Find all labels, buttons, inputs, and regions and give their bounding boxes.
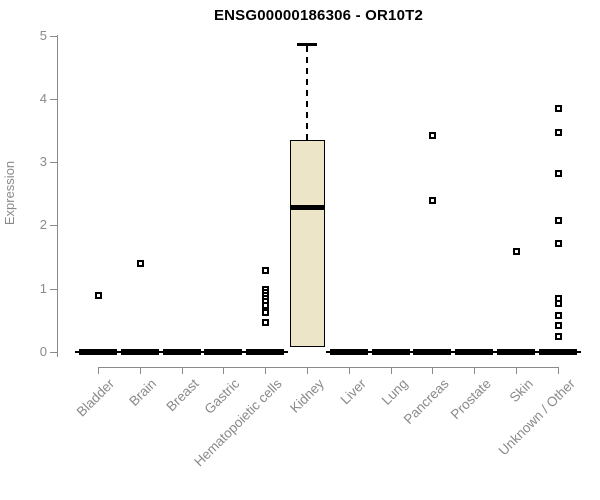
y-tick xyxy=(50,225,57,226)
outlier-point xyxy=(262,267,269,274)
category-label: Kidney xyxy=(286,376,327,416)
boxplot-zero-box xyxy=(121,349,159,355)
outlier-point xyxy=(262,302,269,309)
category-label: Unknown / Other xyxy=(495,376,578,459)
x-tick xyxy=(98,367,99,374)
y-axis-line xyxy=(57,35,58,357)
outlier-point xyxy=(429,132,436,139)
boxplot-whisker xyxy=(306,46,308,140)
y-tick xyxy=(50,162,57,163)
x-tick xyxy=(349,367,350,374)
boxplot-median xyxy=(290,205,325,210)
outlier-point xyxy=(555,129,562,136)
category-label: Breast xyxy=(163,376,202,415)
outlier-point xyxy=(555,105,562,112)
x-tick xyxy=(516,367,517,374)
x-tick xyxy=(223,367,224,374)
boxplot-zero-box xyxy=(330,349,368,355)
outlier-point xyxy=(429,197,436,204)
y-tick xyxy=(50,289,57,290)
category-label: Lung xyxy=(378,376,411,408)
outlier-point xyxy=(262,319,269,326)
x-tick xyxy=(265,367,266,374)
x-tick xyxy=(432,367,433,374)
outlier-point xyxy=(555,322,562,329)
outlier-point xyxy=(555,170,562,177)
x-tick xyxy=(182,367,183,374)
x-tick xyxy=(391,367,392,374)
category-label: Brain xyxy=(126,376,160,409)
x-tick xyxy=(307,367,308,374)
outlier-point xyxy=(555,240,562,247)
category-label: Skin xyxy=(506,376,536,406)
outlier-point xyxy=(555,333,562,340)
y-tick-label: 4 xyxy=(39,91,47,106)
y-tick-label: 1 xyxy=(39,281,47,296)
y-tick xyxy=(50,36,57,37)
boxplot-zero-box xyxy=(163,349,201,355)
category-label: Liver xyxy=(337,376,369,408)
boxplot-box xyxy=(290,140,325,347)
outlier-point xyxy=(262,309,269,316)
chart-title: ENSG00000186306 - OR10T2 xyxy=(213,7,424,24)
boxplot-zero-box xyxy=(204,349,242,355)
boxplot-zero-box xyxy=(455,349,493,355)
outlier-point xyxy=(555,217,562,224)
boxplot-zero-box xyxy=(497,349,535,355)
category-label: Gastric xyxy=(201,376,243,417)
outlier-point xyxy=(555,300,562,307)
x-axis-line xyxy=(98,367,559,368)
x-tick xyxy=(558,367,559,374)
whisker-cap-line xyxy=(297,43,317,46)
boxplot-zero-box xyxy=(372,349,410,355)
boxplot-zero-box xyxy=(79,349,117,355)
y-tick-label: 5 xyxy=(39,28,47,43)
outlier-point xyxy=(555,312,562,319)
boxplot-zero-box xyxy=(246,349,284,355)
y-tick-label: 0 xyxy=(39,344,47,359)
x-tick xyxy=(474,367,475,374)
outlier-point xyxy=(513,248,520,255)
category-label: Prostate xyxy=(447,376,494,423)
y-tick-label: 2 xyxy=(39,217,47,232)
y-tick xyxy=(50,352,57,353)
boxplot-zero-box xyxy=(539,349,577,355)
y-tick-label: 3 xyxy=(39,154,47,169)
y-axis-label: Expression xyxy=(2,160,17,226)
x-tick xyxy=(140,367,141,374)
outlier-point xyxy=(137,260,144,267)
boxplot-zero-box xyxy=(413,349,451,355)
category-label: Bladder xyxy=(74,376,118,420)
outlier-point xyxy=(95,292,102,299)
y-tick xyxy=(50,99,57,100)
